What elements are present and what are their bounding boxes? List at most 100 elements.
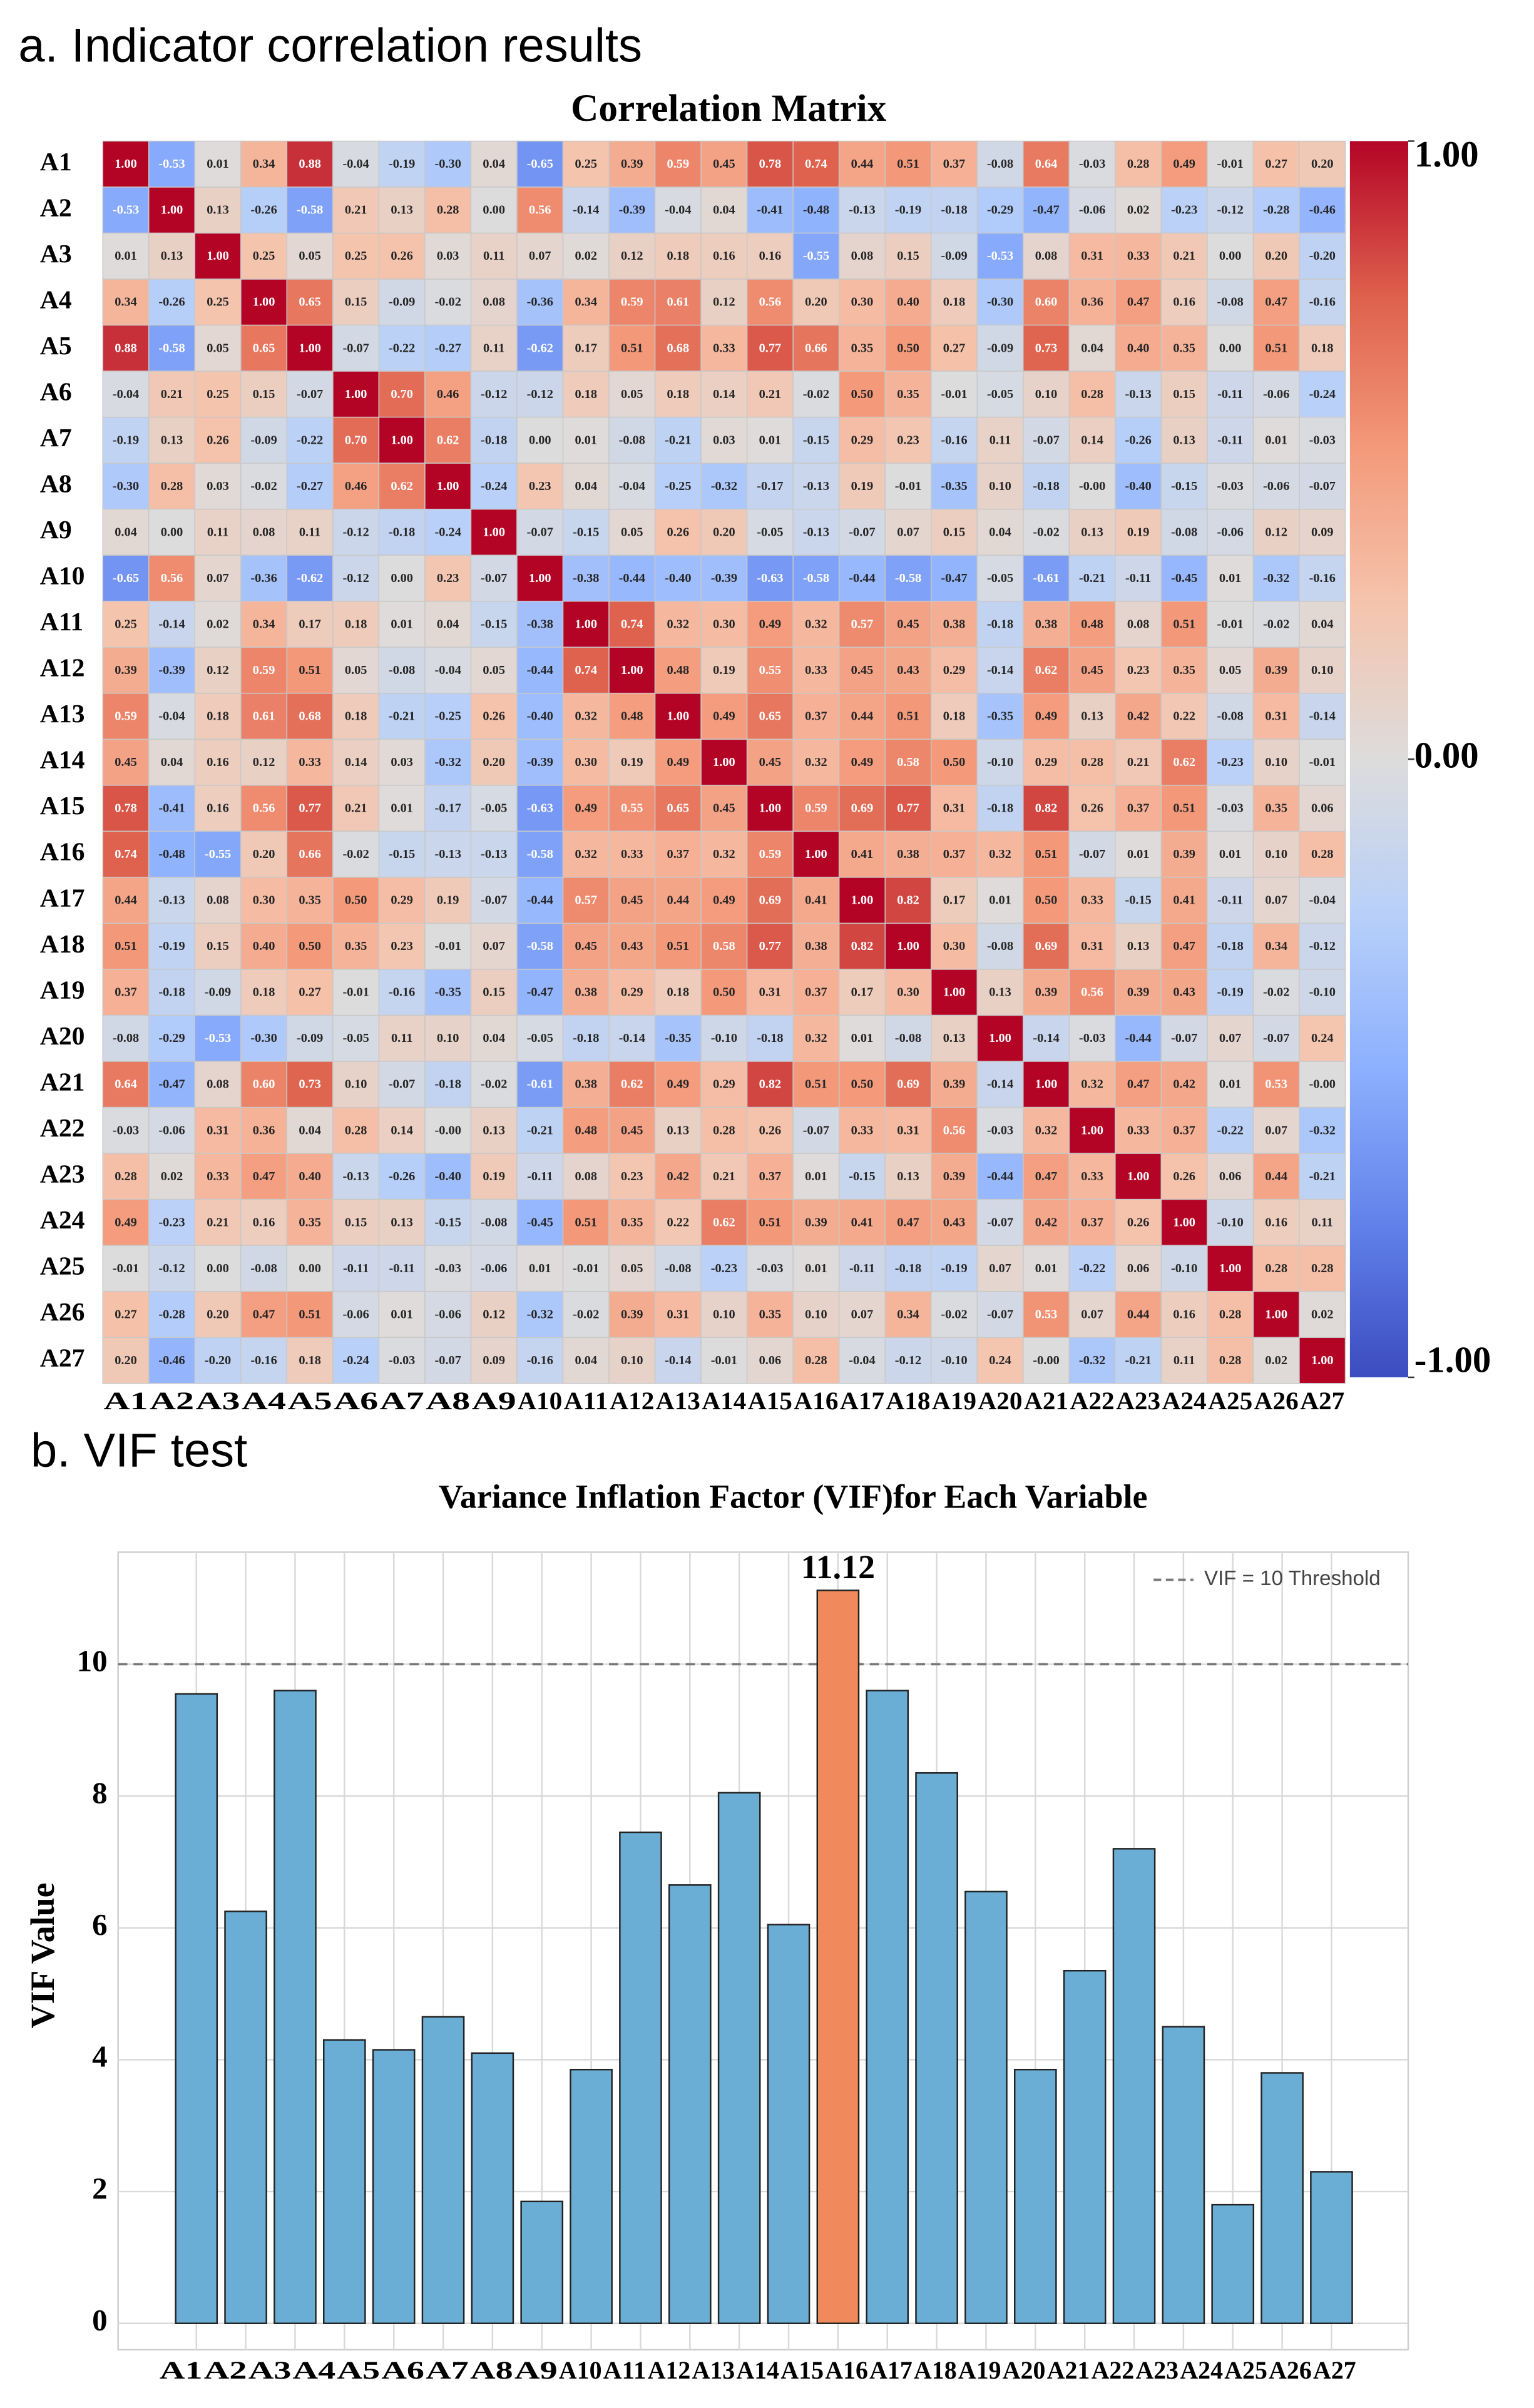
heatmap-cell <box>240 554 288 602</box>
heatmap-cell <box>470 1153 518 1200</box>
cell-label: -0.06 <box>481 1262 507 1275</box>
cell-label: -0.40 <box>435 1170 461 1183</box>
cell-label: 0.08 <box>1035 249 1058 263</box>
cell-label: 0.13 <box>943 1031 966 1045</box>
y-tick-label: A9 <box>40 516 72 544</box>
cell-label: 0.62 <box>437 433 459 447</box>
x-tick-label: A19 <box>932 1387 976 1415</box>
cell-label: -0.08 <box>895 1031 921 1045</box>
heatmap-cell <box>516 1337 564 1384</box>
heatmap-cell <box>1115 232 1162 280</box>
cell-label: 0.07 <box>897 525 919 539</box>
cell-label: -0.18 <box>389 525 415 539</box>
cell-label: 0.49 <box>713 894 735 907</box>
cell-label: 0.24 <box>989 1354 1011 1367</box>
cell-label: 0.03 <box>437 249 459 263</box>
heatmap-cell <box>1160 922 1208 970</box>
cell-label: 0.23 <box>621 1170 643 1183</box>
cell-label: 0.44 <box>115 894 137 907</box>
cell-label: 0.68 <box>667 341 690 355</box>
cell-label: 0.13 <box>161 433 183 447</box>
cell-label: 0.38 <box>805 939 827 953</box>
heatmap-cell <box>1299 969 1346 1016</box>
cell-label: 0.38 <box>575 1078 597 1091</box>
heatmap-cell <box>1068 1290 1116 1338</box>
cell-label: -0.14 <box>1309 709 1336 723</box>
cell-label: 0.88 <box>299 157 321 171</box>
cell-label: 0.01 <box>1265 433 1287 447</box>
cell-label: 0.51 <box>805 1078 827 1091</box>
cell-label: 0.64 <box>115 1078 137 1091</box>
cell-label: -0.12 <box>342 525 369 539</box>
heatmap-cell <box>378 1290 426 1338</box>
heatmap-cell <box>838 922 886 970</box>
cell-label: 0.66 <box>299 847 321 861</box>
heatmap-cell <box>240 416 288 464</box>
heatmap-cell <box>470 1245 518 1292</box>
cell-label: -0.06 <box>435 1307 461 1321</box>
heatmap-cell <box>838 416 886 464</box>
heatmap-cell <box>424 877 472 924</box>
cell-label: 0.26 <box>483 709 505 723</box>
cell-label: 0.01 <box>1219 1078 1242 1091</box>
heatmap-cell <box>700 140 748 188</box>
heatmap-cell <box>332 1153 380 1200</box>
heatmap-cell <box>1115 785 1162 832</box>
cell-label: -0.14 <box>1033 1031 1059 1045</box>
x-tick-label: A15 <box>780 2356 824 2384</box>
x-tick-label: A25 <box>1224 2356 1267 2384</box>
heatmap-cell <box>102 1106 150 1154</box>
cell-label: -0.22 <box>1079 1262 1105 1275</box>
heatmap-cell <box>792 232 840 280</box>
cell-label: 0.65 <box>299 295 321 309</box>
heatmap-cell <box>194 738 242 786</box>
heatmap-cell <box>1252 1245 1300 1292</box>
heatmap-cell <box>1115 1198 1162 1246</box>
cell-label: -0.26 <box>250 203 277 217</box>
bar <box>866 1690 909 2324</box>
heatmap-cell <box>746 186 794 234</box>
y-tick-label: 8 <box>92 1775 108 1810</box>
cell-label: -0.41 <box>757 203 783 217</box>
cell-label: 0.07 <box>1081 1307 1103 1321</box>
heatmap-cell <box>424 278 472 326</box>
heatmap-cell <box>240 370 288 418</box>
cell-label: 0.51 <box>897 157 919 171</box>
cell-label: 0.69 <box>897 1078 919 1091</box>
cell-label: -0.47 <box>1033 203 1059 217</box>
cell-label: -0.46 <box>158 1354 185 1367</box>
cell-label: 0.19 <box>437 894 459 907</box>
heatmap-cell <box>332 140 380 188</box>
cell-label: -0.44 <box>849 571 875 585</box>
heatmap-cell <box>470 1290 518 1338</box>
cell-label: 0.04 <box>1311 617 1334 631</box>
cell-label: 0.32 <box>575 847 597 861</box>
heatmap-cell <box>1115 922 1162 970</box>
cell-label: -0.01 <box>342 986 369 999</box>
cell-label: -0.15 <box>1125 894 1151 907</box>
heatmap-cell <box>194 1198 242 1246</box>
cell-label: 0.51 <box>759 1215 782 1229</box>
heatmap-cell <box>608 1337 656 1384</box>
heatmap-cell <box>194 922 242 970</box>
cell-label: 0.45 <box>575 939 597 953</box>
cell-label: -0.40 <box>665 571 691 585</box>
heatmap-cell <box>838 693 886 740</box>
cell-label: -0.04 <box>665 203 691 217</box>
cell-label: -0.32 <box>1309 1123 1336 1137</box>
cell-label: 0.58 <box>713 939 735 953</box>
heatmap-cell <box>931 324 978 372</box>
heatmap-cell <box>654 554 702 602</box>
heatmap-cell <box>424 922 472 970</box>
heatmap-cell <box>102 1153 150 1200</box>
cell-label: 0.01 <box>391 617 413 631</box>
cell-label: 0.34 <box>253 617 275 631</box>
heatmap-cell <box>1160 1290 1208 1338</box>
x-tick-label: A5 <box>337 2356 380 2384</box>
cell-label: 0.20 <box>805 295 827 309</box>
cell-label: -0.01 <box>113 1262 139 1275</box>
heatmap-cell <box>838 830 886 878</box>
heatmap-cell <box>194 1153 242 1200</box>
x-tick-label: A9 <box>472 1387 516 1415</box>
cell-label: -0.07 <box>389 1078 415 1091</box>
